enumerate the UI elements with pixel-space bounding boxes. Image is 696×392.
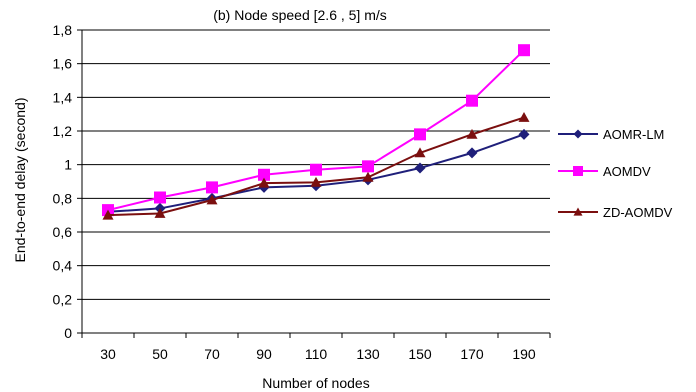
data-point bbox=[518, 44, 530, 57]
legend-item: ZD-AOMDV bbox=[558, 205, 673, 220]
y-tick-label: 0 bbox=[64, 325, 72, 341]
y-tick-label: 0,4 bbox=[53, 258, 73, 274]
data-point bbox=[518, 128, 530, 140]
data-point bbox=[466, 128, 478, 139]
x-tick-label: 50 bbox=[152, 346, 168, 362]
x-axis-ticks: 30 50 70 90 110 130 150 170 190 bbox=[81, 333, 551, 362]
legend-marker bbox=[573, 207, 583, 216]
legend-item: AOMR-LM bbox=[558, 127, 664, 142]
y-tick-label: 1,6 bbox=[53, 56, 73, 72]
x-tick-label: 110 bbox=[305, 346, 328, 362]
data-point bbox=[310, 176, 322, 187]
series-zd-aomdv bbox=[102, 112, 530, 220]
data-point bbox=[518, 112, 530, 122]
data-point bbox=[310, 163, 322, 176]
series-aomdv bbox=[102, 44, 530, 217]
legend: AOMR-LM AOMDV ZD-AOMDV bbox=[558, 127, 673, 220]
legend-label: ZD-AOMDV bbox=[603, 205, 673, 220]
data-point bbox=[362, 171, 374, 182]
y-tick-label: 1,2 bbox=[53, 123, 73, 139]
legend-marker bbox=[573, 129, 583, 139]
data-point bbox=[206, 181, 218, 194]
y-tick-label: 1 bbox=[64, 157, 72, 173]
y-tick-label: 1,8 bbox=[53, 22, 73, 38]
legend-marker bbox=[573, 166, 583, 176]
legend-item: AOMDV bbox=[558, 164, 651, 179]
data-point bbox=[154, 207, 166, 218]
x-tick-label: 170 bbox=[460, 346, 484, 362]
data-point bbox=[414, 147, 426, 158]
series-layer bbox=[102, 44, 530, 220]
data-point bbox=[466, 147, 478, 159]
y-tick-label: 1,4 bbox=[53, 89, 73, 105]
y-tick-label: 0,8 bbox=[53, 190, 73, 206]
y-axis-label: End-to-end delay (second) bbox=[12, 98, 28, 263]
data-point bbox=[414, 162, 426, 174]
chart-title: (b) Node speed [2.6 , 5] m/s bbox=[213, 7, 387, 23]
legend-label: AOMDV bbox=[603, 164, 651, 179]
data-point bbox=[154, 191, 166, 204]
x-tick-label: 70 bbox=[204, 346, 220, 362]
x-tick-label: 90 bbox=[256, 346, 272, 362]
data-point bbox=[258, 168, 270, 181]
x-axis-label: Number of nodes bbox=[262, 375, 369, 391]
data-point bbox=[258, 177, 270, 188]
x-tick-label: 150 bbox=[408, 346, 432, 362]
legend-label: AOMR-LM bbox=[603, 127, 664, 142]
data-point bbox=[362, 160, 374, 173]
x-tick-label: 190 bbox=[512, 346, 536, 362]
data-point bbox=[206, 194, 218, 205]
data-point bbox=[466, 94, 478, 107]
y-axis-ticks: 0 0,2 0,4 0,6 0,8 1 1,2 1,4 1,6 1,8 bbox=[53, 22, 82, 341]
y-tick-label: 0,6 bbox=[53, 224, 73, 240]
y-tick-label: 0,2 bbox=[53, 291, 73, 307]
x-tick-label: 30 bbox=[100, 346, 116, 362]
x-tick-label: 130 bbox=[356, 346, 380, 362]
data-point bbox=[102, 209, 114, 220]
data-point bbox=[414, 128, 426, 141]
